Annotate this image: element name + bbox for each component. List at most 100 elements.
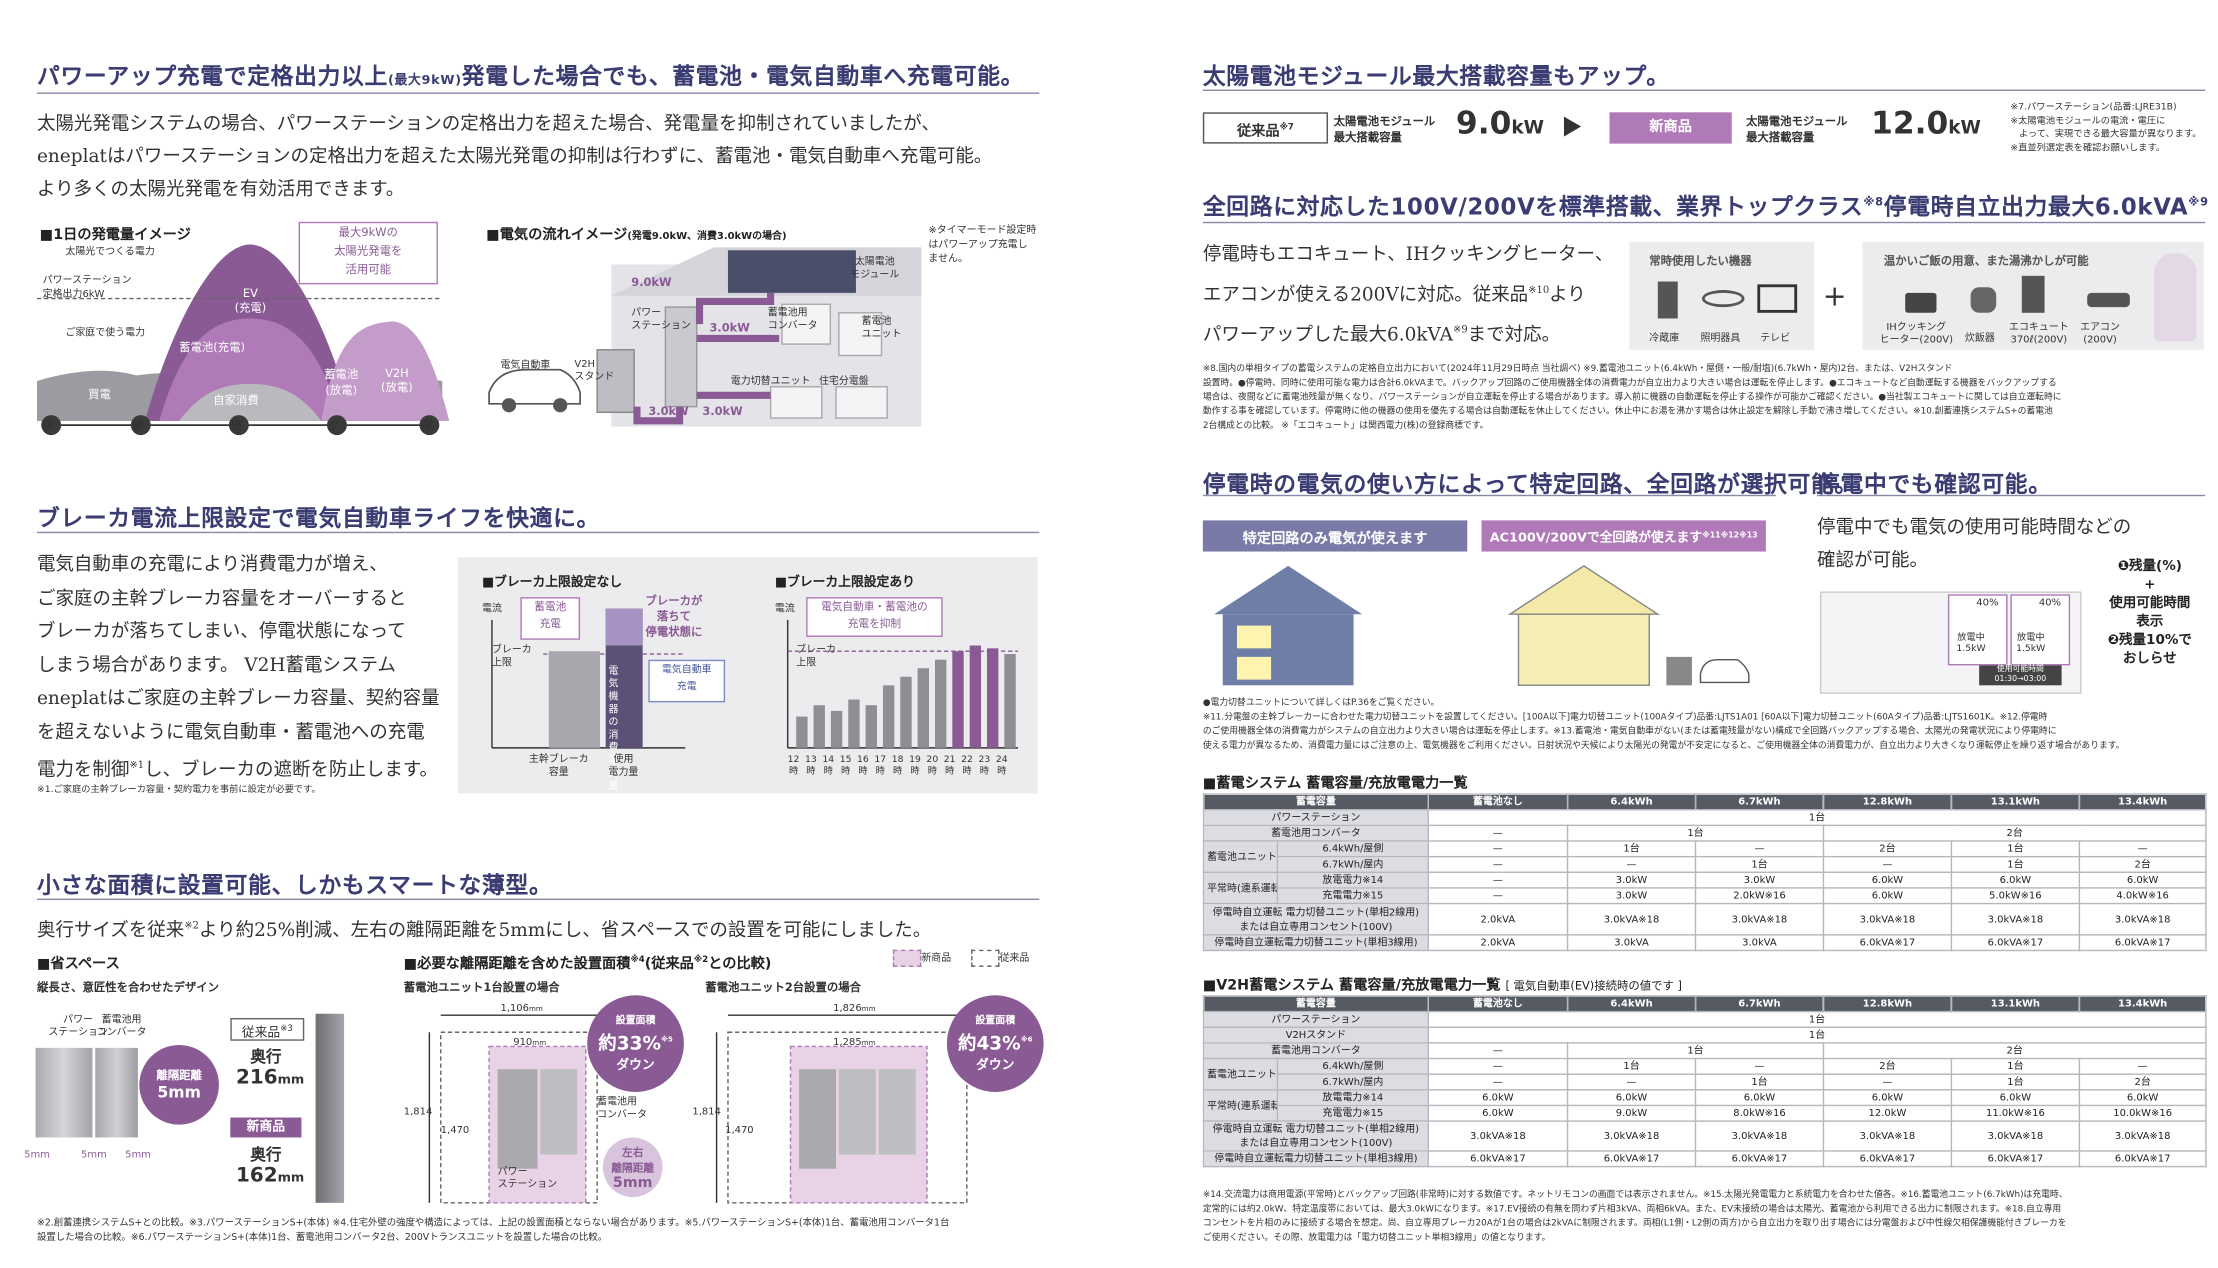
conv-label: 蓄電池用 コンバータ	[96, 1013, 147, 1038]
new-depth-label: 奥行	[250, 1145, 282, 1165]
hour-bar	[900, 676, 912, 748]
table-row: 平常時(連系運転) 放電電力※14—3.0kW 3.0kW 6.0kW 6.0kW 6.0…	[1202, 871, 2207, 905]
capacity-notes: ※7.パワーステーション(品番:LJRE31B) ※太陽電池モジュールの電流・電圧…	[2010, 100, 2202, 153]
warm-title: 温かいご飯の用意、また湯沸かしが可能	[1883, 254, 2089, 268]
plus-sign: +	[1822, 278, 1847, 313]
car-wheel	[501, 398, 517, 413]
time-morning: 朝	[132, 419, 144, 433]
table-row: V2Hスタンド 1台	[1202, 1026, 2207, 1044]
h-1470: 1,470	[440, 1124, 470, 1137]
circuit-footnotes: ●電力切替ユニットについて詳しくはP.36をご覧ください。 ※11.分電盤の主幹ブ…	[1202, 698, 2125, 751]
dist-box	[835, 386, 888, 419]
compact-lead: 奥行サイズを従来※2より約25%削減、左右の離隔距離を5mmにし、省スペースでの…	[36, 919, 932, 942]
table-row: 6.7kWh/屋内 — —1台 —1台 2台	[1204, 855, 2207, 873]
car-icon	[1699, 659, 1750, 684]
converter-box	[781, 303, 832, 345]
battery-charge-area	[159, 318, 342, 421]
dis-1: 放電中 1.5kW	[1956, 631, 1986, 655]
tab-specific-circuit: 特定回路のみ電気が使えます	[1202, 520, 1468, 552]
hour-bar	[987, 648, 999, 748]
hour-bar	[969, 645, 982, 748]
old-capacity: 9.0kW	[1455, 106, 1545, 143]
hour-bar	[813, 705, 825, 748]
time-evening: 夕	[328, 419, 340, 433]
hour-bar	[952, 651, 964, 748]
legend-home: ご家庭で使う電力	[65, 327, 146, 339]
hour-bar	[1004, 654, 1016, 748]
hour-bar	[882, 685, 895, 748]
time-noon: 昼	[230, 419, 242, 433]
battery-gauge-2	[2010, 594, 2071, 666]
ih-icon	[1905, 292, 1937, 313]
new-product-tag: 新商品	[230, 1117, 302, 1138]
section-title-capacity: 太陽電池モジュール最大搭載容量もアップ。	[1202, 62, 1670, 90]
hour-label: 12 時	[787, 753, 800, 777]
daily-generation-chart	[36, 244, 450, 436]
label-power-station: パワー ステーション	[631, 307, 691, 332]
battery-box	[1666, 656, 1692, 686]
kw-3-converter: 3.0kW	[709, 321, 750, 335]
label-converter: 蓄電池用 コンバータ	[767, 307, 818, 332]
callout-batt-charge: 蓄電池 充電	[520, 597, 581, 640]
main-breaker-bar	[548, 651, 600, 748]
divider	[1202, 221, 2206, 224]
legend-new-swatch	[892, 949, 922, 967]
usable-time: 使用可能時間 01:30→03:00	[1979, 665, 2062, 686]
usage-ev-part	[605, 608, 643, 646]
space-title: ■省スペース	[36, 956, 120, 973]
hour-label: 14 時	[822, 753, 835, 777]
conv-unit-2a	[838, 1069, 876, 1155]
flow-diagram	[488, 247, 922, 427]
table-row: 6.7kWh/屋内 — —1台 —1台 2台	[1204, 1073, 2207, 1091]
kw-3-home: 3.0kW	[702, 405, 743, 419]
compact-footnotes: ※2.創蓄連携システムS+との比較。※3.パワーステーションS+(本体) ※4.…	[36, 1217, 950, 1243]
section-title-output: 全回路に対応した100V/200Vを標準搭載、業界トップクラス※8停電時自立出力…	[1202, 193, 2209, 221]
case2-title: 蓄電池ユニット2台設置の場合	[705, 981, 862, 994]
table-row: 充電電力※15 6.0kW 9.0kW 8.0kW※16 12.0kW 11.0kW※16…	[1204, 1104, 2207, 1122]
check-features: ❶残量(%) + 使用可能時間 表示 ❷残量10%で おしらせ	[2107, 558, 2192, 667]
hour-label: 15 時	[839, 753, 852, 777]
hour-label: 13 時	[805, 753, 817, 777]
ps-unit-2	[799, 1069, 837, 1169]
table-row: 蓄電池ユニット 6.4kWh/屋側 —1台 —2台 1台 —	[1202, 1057, 2207, 1091]
hour-label: 16 時	[857, 753, 869, 777]
time-markers	[41, 415, 440, 436]
switch-box	[769, 386, 823, 419]
flow-title: ■電気の流れイメージ(発電9.0kW、消費3.0kWの場合)	[486, 227, 787, 244]
battery-gauge-1	[1947, 594, 2008, 666]
section-title-circuits: 停電時の電気の使い方によって特定回路、全回路が選択可能。	[1202, 470, 1858, 498]
hour-bar	[848, 699, 860, 748]
label-v2h: V2H (放電)	[381, 366, 413, 394]
label-batt-charge: 蓄電池(充電)	[179, 341, 245, 355]
table-row: 蓄電容量 蓄電池なし 6.4kWh 6.7kWh 12.8kWh 13.1kWh 13.4k…	[1202, 793, 2207, 811]
old-product-tag: 従来品※3	[230, 1018, 305, 1041]
house2-body	[1517, 613, 1650, 687]
label-dist-board: 住宅分電盤	[818, 375, 869, 387]
chart-title-daily: ■1日の発電量イメージ	[39, 227, 191, 244]
divider	[1817, 494, 2206, 497]
self-consumption-area	[179, 383, 322, 421]
breaker-paragraph: 電気自動車の充電により消費電力が増え、 ご家庭の主幹ブレーカ容量をオーバーすると…	[36, 554, 440, 782]
current-label-right: 電流	[774, 602, 795, 615]
old-tag: 従来品※7	[1202, 112, 1328, 144]
w-1285: 1,285mm	[833, 1036, 876, 1048]
divider	[36, 898, 1040, 900]
ps-label: パワー ステーション	[48, 1013, 108, 1038]
conv-tag: 蓄電池用 コンバータ	[597, 1096, 647, 1121]
table2-title: ■V2H蓄電システム 蓄電容量/充放電電力一覧 [ 電気自動車(EV)接続時の値…	[1202, 978, 1682, 994]
gap-5mm-c: 5mm	[125, 1148, 151, 1161]
label-batt-dis: 蓄電池 (放電)	[324, 368, 359, 397]
ecocute-icon	[2021, 275, 2045, 313]
pct-2: 40%	[2038, 597, 2061, 609]
hourly-bars	[796, 645, 1016, 748]
section-title-compact: 小さな面積に設置可能、しかもスマートな薄型。	[36, 871, 553, 899]
table-row: パワーステーション 1台	[1202, 809, 2207, 827]
w-1826: 1,826mm	[833, 1002, 876, 1014]
new-tag: 新商品	[1609, 112, 1732, 144]
lr-gap-circle: 左右 離隔距離 5mm	[602, 1137, 663, 1198]
house1-roof	[1214, 565, 1363, 615]
table-row: パワーステーション 1台	[1202, 1010, 2207, 1028]
ps-unit-1	[497, 1069, 538, 1169]
ps-tag: パワー ステーション	[497, 1165, 558, 1191]
